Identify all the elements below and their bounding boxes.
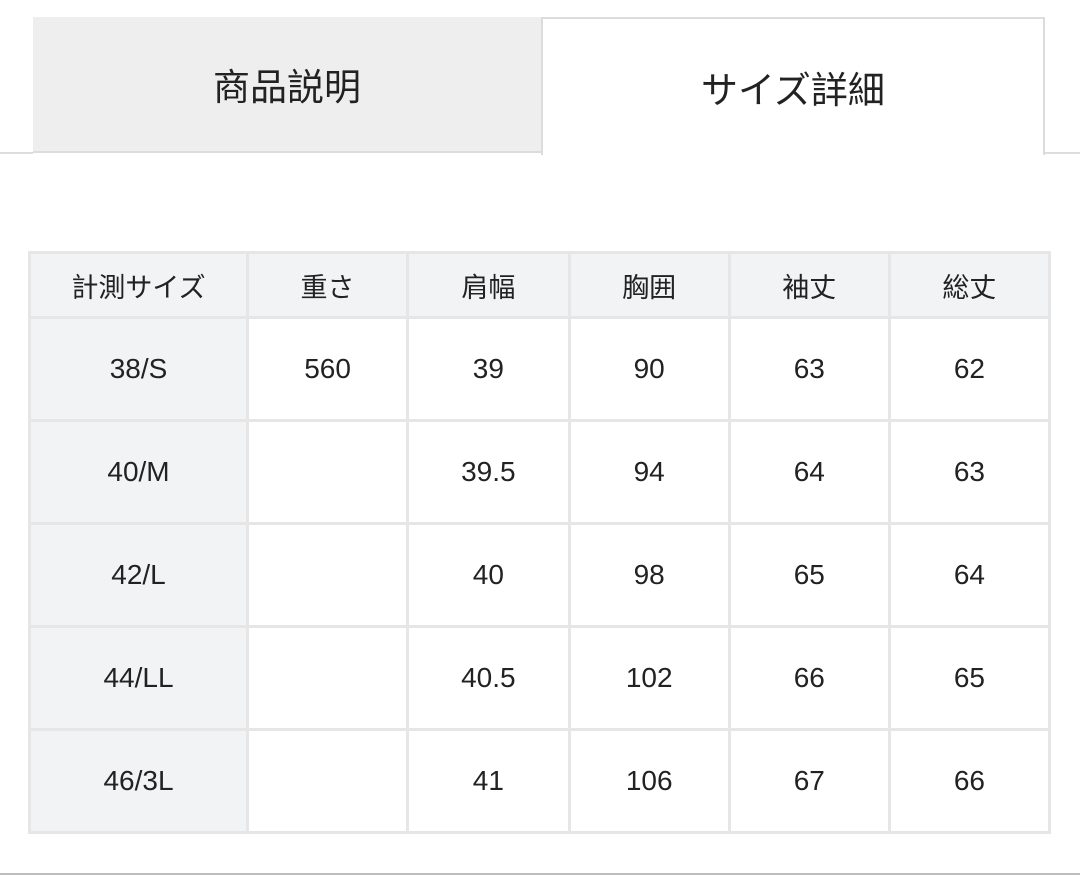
size-table: 計測サイズ 重さ 肩幅 胸囲 袖丈 総丈 38/S 560 39 90 63 62 40/M 39.5 9… <box>28 251 1052 834</box>
table-cell: 64 <box>727 419 891 525</box>
table-cell: 64 <box>887 522 1052 628</box>
row-header-cell: 40/M <box>28 419 249 525</box>
table-header-row: 計測サイズ 重さ 肩幅 胸囲 袖丈 総丈 <box>28 251 1052 319</box>
table-cell: 106 <box>567 728 731 834</box>
table-cell: 40.5 <box>406 625 571 731</box>
table-row: 40/M 39.5 94 64 63 <box>28 419 1052 525</box>
table-cell: 98 <box>567 522 731 628</box>
row-header-cell: 42/L <box>28 522 249 628</box>
table-cell <box>245 522 410 628</box>
tab-size-details[interactable]: サイズ詳細 <box>541 17 1045 155</box>
table-cell: 66 <box>887 728 1052 834</box>
table-cell: 560 <box>245 316 410 422</box>
table-cell: 63 <box>887 419 1052 525</box>
table-cell <box>245 419 410 525</box>
row-header-cell: 38/S <box>28 316 249 422</box>
column-header: 袖丈 <box>727 251 891 319</box>
table-cell: 102 <box>567 625 731 731</box>
tab-label: サイズ詳細 <box>701 69 885 112</box>
table-row: 42/L 40 98 65 64 <box>28 522 1052 628</box>
tab-baseline-right <box>1045 152 1080 154</box>
table-cell: 65 <box>727 522 891 628</box>
table-cell <box>245 625 410 731</box>
table-row: 38/S 560 39 90 63 62 <box>28 316 1052 422</box>
column-header: 肩幅 <box>406 251 571 319</box>
column-header: 総丈 <box>887 251 1052 319</box>
table-cell: 65 <box>887 625 1052 731</box>
table-row: 46/3L 41 106 67 66 <box>28 728 1052 834</box>
column-header: 胸囲 <box>567 251 731 319</box>
table-cell: 94 <box>567 419 731 525</box>
tab-product-description[interactable]: 商品説明 <box>33 17 541 153</box>
table-cell: 41 <box>406 728 571 834</box>
tab-baseline-left <box>0 152 33 154</box>
table-cell: 66 <box>727 625 891 731</box>
column-header: 計測サイズ <box>28 251 249 319</box>
column-header: 重さ <box>245 251 410 319</box>
table-cell <box>245 728 410 834</box>
table-cell: 39.5 <box>406 419 571 525</box>
table-cell: 39 <box>406 316 571 422</box>
divider <box>0 873 1080 875</box>
table-cell: 62 <box>887 316 1052 422</box>
table-cell: 40 <box>406 522 571 628</box>
row-header-cell: 44/LL <box>28 625 249 731</box>
tab-label: 商品説明 <box>213 66 361 109</box>
table-cell: 63 <box>727 316 891 422</box>
table-row: 44/LL 40.5 102 66 65 <box>28 625 1052 731</box>
table-cell: 90 <box>567 316 731 422</box>
table-cell: 67 <box>727 728 891 834</box>
row-header-cell: 46/3L <box>28 728 249 834</box>
